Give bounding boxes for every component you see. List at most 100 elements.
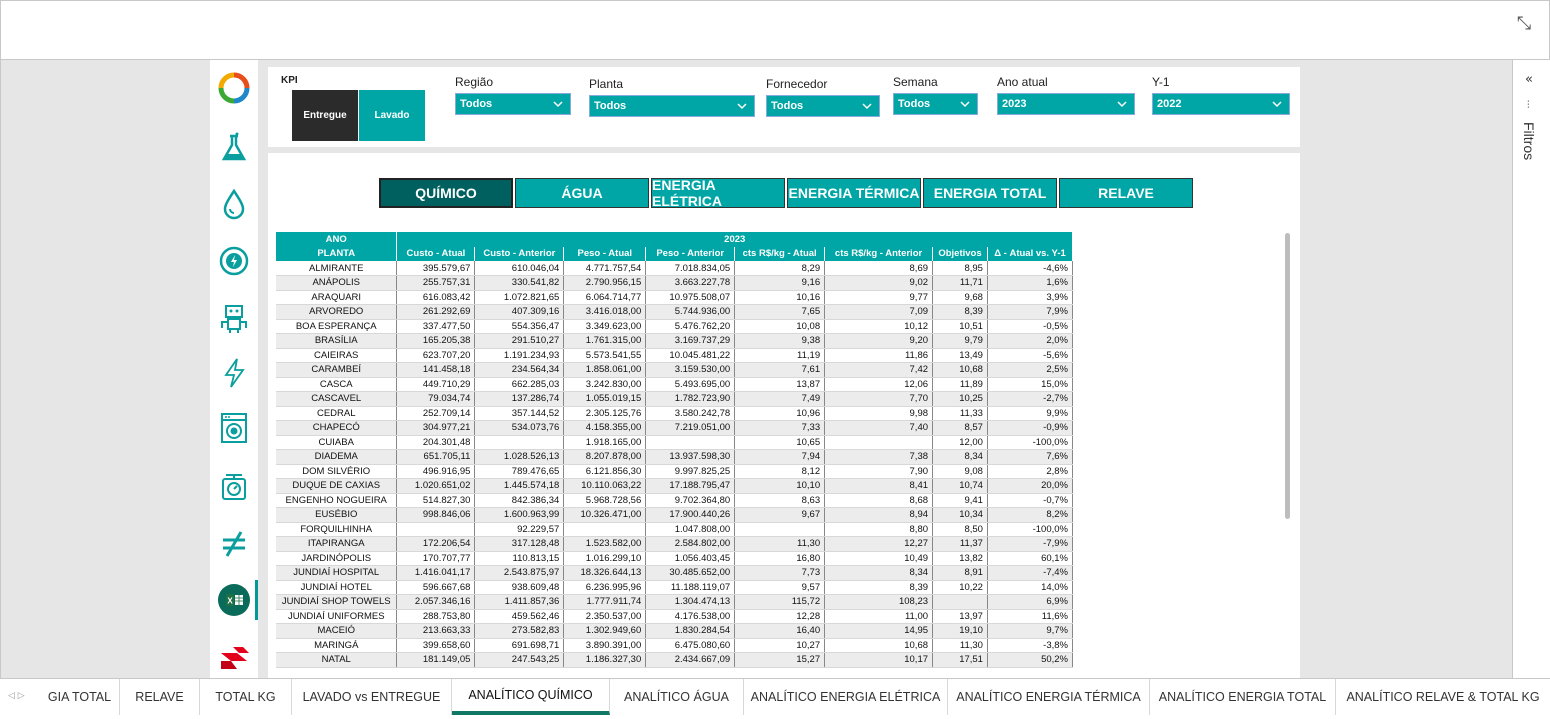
table-row[interactable]: CASCA 449.710,29 662.285,03 3.242.830,00 5.4… (276, 377, 1073, 392)
table-row[interactable]: ARVOREDO 261.292,69 407.309,16 3.416.018,00… (276, 304, 1073, 320)
not-equal-icon[interactable] (214, 524, 254, 564)
kpi-lavado-button[interactable]: Lavado (359, 90, 425, 141)
table-row[interactable]: DOM SILVÉRIO 496.916,95 789.476,65 6.121.85… (276, 464, 1073, 479)
value-cell: 10.975.508,07 (645, 290, 736, 305)
robot-icon[interactable] (214, 298, 254, 338)
page-tab-analitico-energia-termica[interactable]: ANALÍTICO ENERGIA TÉRMICA (948, 679, 1150, 715)
plant-cell: DOM SILVÉRIO (276, 464, 398, 479)
collapse-icon[interactable]: « (1525, 72, 1533, 87)
brand-logo-icon[interactable] (214, 638, 254, 678)
table-row[interactable]: JARDINÓPOLIS 170.707,77 110.813,15 1.016.29… (276, 551, 1073, 566)
value-cell: 9,98 (824, 406, 934, 421)
column-header[interactable]: Peso - Atual (563, 246, 647, 261)
value-cell: 1.186.327,30 (563, 652, 647, 668)
table-row[interactable]: CARAMBEÍ 141.458,18 234.564,34 1.858.061,00… (276, 362, 1073, 378)
value-cell: 2,0% (987, 333, 1073, 349)
table-row[interactable]: ALMIRANTE 395.579,67 610.046,04 4.771.757,5… (276, 261, 1073, 276)
value-cell (932, 594, 988, 610)
scale-icon[interactable] (214, 466, 254, 506)
filter-ano-atual: Ano atual 2023 (997, 75, 1135, 115)
table-row[interactable]: FORQUILHINHA 92.229,57 1.047.808,00 8,80 8,5… (276, 522, 1073, 537)
table-row[interactable]: EUSÉBIO 998.846,06 1.600.963,99 10.326.471,… (276, 507, 1073, 523)
lightning-icon[interactable] (214, 353, 254, 393)
page-tab-energia-total[interactable]: GIA TOTAL (40, 679, 120, 715)
value-cell: 7,49 (734, 391, 826, 407)
fornecedor-dropdown[interactable]: Todos (766, 95, 880, 117)
table-row[interactable]: ANÁPOLIS 255.757,31 330.541,82 2.790.956,15… (276, 275, 1073, 291)
page-tab-analitico-relave-total-kg[interactable]: ANALÍTICO RELAVE & TOTAL KG (1346, 690, 1540, 704)
recycle-icon[interactable] (214, 68, 254, 108)
page-tab-lavado-vs-entregue[interactable]: LAVADO vs ENTREGUE (292, 679, 452, 715)
tab-quimico[interactable]: QUÍMICO (379, 178, 513, 208)
page-tab-analitico-agua[interactable]: ANALÍTICO ÁGUA (610, 679, 744, 715)
value-cell: 9.997.825,25 (645, 464, 736, 479)
table-row[interactable]: NATAL 181.149,05 247.543,25 1.186.327,30 2.4… (276, 652, 1073, 668)
tab-energia-total[interactable]: ENERGIA TOTAL (923, 178, 1057, 208)
value-cell: 30.485.652,00 (645, 565, 736, 581)
washing-machine-icon[interactable] (214, 408, 254, 448)
ano-atual-dropdown[interactable]: 2023 (997, 93, 1135, 115)
semana-dropdown[interactable]: Todos (893, 93, 978, 115)
chevron-down-icon (1117, 101, 1127, 108)
table-row[interactable]: ARAQUARI 616.083,42 1.072.821,65 6.064.714,… (276, 290, 1073, 305)
table-row[interactable]: JUNDIAÍ SHOP TOWELS 2.057.346,16 1.411.857… (276, 594, 1073, 610)
kpi-entregue-button[interactable]: Entregue (292, 90, 358, 141)
planta-dropdown[interactable]: Todos (589, 95, 755, 117)
tab-energia-eletrica[interactable]: ENERGIA ELÉTRICA (651, 177, 785, 209)
column-header[interactable]: cts R$/kg - Anterior (824, 246, 934, 261)
table-row[interactable]: CUIABA 204.301,48 1.918.165,00 10,65 12,00 -1… (276, 435, 1073, 450)
excel-icon[interactable]: X (214, 580, 254, 620)
value-cell: 92.229,57 (474, 522, 565, 537)
value-cell: 1.777.911,74 (563, 594, 647, 610)
regiao-dropdown[interactable]: Todos (455, 93, 571, 115)
column-header[interactable]: cts R$/kg - Atual (734, 246, 826, 261)
table-row[interactable]: DUQUE DE CAXIAS 1.020.651,02 1.445.574,18 1… (276, 478, 1073, 494)
plant-cell: ITAPIRANGA (276, 536, 398, 552)
table-row[interactable]: JUNDIAÍ HOTEL 596.667,68 938.609,48 6.236.9… (276, 580, 1073, 595)
table-row[interactable]: BOA ESPERANÇA 337.477,50 554.356,47 3.349.6… (276, 319, 1073, 334)
table-scrollbar[interactable] (1285, 233, 1290, 519)
table-row[interactable]: CASCAVEL 79.034,74 137.286,74 1.055.019,15 1… (276, 391, 1073, 407)
page-tab-total-kg[interactable]: TOTAL KG (200, 679, 292, 715)
dropdown-value: 2023 (1002, 98, 1027, 110)
y-1-dropdown[interactable]: 2022 (1152, 93, 1290, 115)
value-cell: 11,37 (932, 536, 988, 552)
column-header[interactable]: Objetivos (932, 246, 988, 261)
expand-icon[interactable]: ⤡ (1516, 13, 1532, 34)
page-tab-analitico-energia-eletrica[interactable]: ANALÍTICO ENERGIA ELÉTRICA (744, 679, 948, 715)
table-row[interactable]: MACEIÓ 213.663,33 273.582,83 1.302.949,60 1.… (276, 623, 1073, 639)
table-row[interactable]: CHAPECÓ 304.977,21 534.073,76 4.158.355,00 7… (276, 420, 1073, 436)
table-row[interactable]: CEDRAL 252.709,14 357.144,52 2.305.125,76 3.… (276, 406, 1073, 421)
table-row[interactable]: JUNDIAÍ HOSPITAL 1.416.041,17 2.543.875,97… (276, 565, 1073, 581)
column-header[interactable]: Δ - Atual vs. Y-1 (987, 246, 1073, 261)
table-row[interactable]: CAIEIRAS 623.707,20 1.191.234,93 5.573.541,… (276, 348, 1073, 363)
column-header[interactable]: Peso - Anterior (645, 246, 736, 261)
value-cell: 1.020.651,02 (396, 478, 476, 494)
tab-relave[interactable]: RELAVE (1059, 178, 1193, 208)
value-cell: 7.018.834,05 (645, 261, 736, 276)
table-row[interactable]: JUNDIAÍ UNIFORMES 288.753,80 459.562,46 2.3… (276, 609, 1073, 624)
flask-icon[interactable] (214, 127, 254, 167)
table-row[interactable]: ITAPIRANGA 172.206,54 317.128,48 1.523.582,… (276, 536, 1073, 552)
value-cell: 10,96 (734, 406, 826, 421)
column-header[interactable]: Custo - Atual (396, 246, 476, 261)
energy-cycle-icon[interactable] (214, 241, 254, 281)
water-drop-icon[interactable] (214, 184, 254, 224)
tab-agua[interactable]: ÁGUA (515, 178, 649, 208)
filters-pane-label[interactable]: Filtros (1521, 122, 1537, 161)
table-row[interactable]: MARINGÁ 399.658,60 691.698,71 3.890.391,00 6… (276, 638, 1073, 653)
page-tab-analitico-energia-total[interactable]: ANALÍTICO ENERGIA TOTAL (1150, 679, 1336, 715)
filter-planta: Planta Todos (589, 77, 755, 117)
value-cell: 554.356,47 (474, 319, 565, 334)
tab-energia-termica[interactable]: ENERGIA TÉRMICA (787, 178, 921, 208)
page-tab-analitico-quimico[interactable]: ANALÍTICO QUÍMICO (452, 679, 610, 715)
table-row[interactable]: BRASÍLIA 165.205,38 291.510,27 1.761.315,00… (276, 333, 1073, 349)
table-row[interactable]: ENGENHO NOGUEIRA 514.827,30 842.386,34 5.96… (276, 493, 1073, 508)
table-row[interactable]: DIADEMA 651.705,11 1.028.526,13 8.207.878,0… (276, 449, 1073, 465)
filters-pane[interactable]: « ⫶ Filtros (1512, 60, 1550, 678)
value-cell: 5.573.541,55 (563, 348, 647, 363)
column-header[interactable]: Custo - Anterior (474, 246, 565, 261)
page-nav-arrows-icon[interactable]: ◁ ▷ (8, 691, 25, 701)
page-tab-relave[interactable]: RELAVE (120, 679, 200, 715)
value-cell (734, 522, 826, 537)
